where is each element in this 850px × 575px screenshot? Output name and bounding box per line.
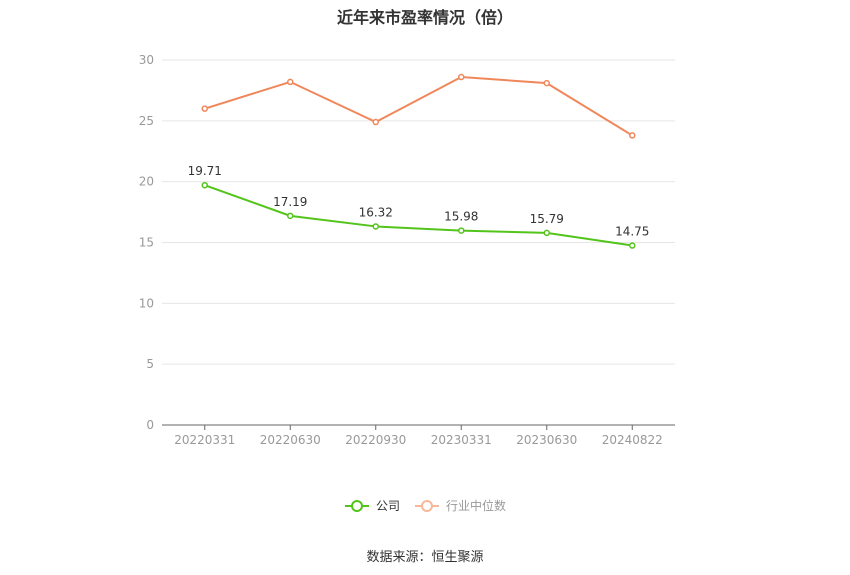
legend-item-industry[interactable]: 行业中位数	[414, 497, 506, 514]
y-tick-label: 25	[139, 114, 154, 128]
axes: 0 5 10 15 20 25 30 20220331 20220630 20220930 2023…	[139, 53, 675, 447]
source-note: 数据来源：恒生聚源	[366, 550, 484, 565]
data-label-company: 17.19	[273, 195, 307, 209]
data-point-company[interactable]	[543, 229, 550, 237]
data-point-industry[interactable]	[543, 79, 550, 87]
grid-lines	[162, 59, 675, 365]
x-tick-label: 20220331	[174, 433, 235, 447]
chart-title: 近年来市盈率情况（倍）	[336, 8, 513, 27]
data-point-company[interactable]	[372, 223, 379, 230]
data-label-company: 15.79	[530, 212, 564, 226]
data-point-company[interactable]	[287, 212, 294, 220]
series-lines	[201, 73, 636, 249]
series-line-industry	[204, 76, 633, 137]
x-tick-label: 20230630	[516, 433, 577, 447]
data-label-company: 15.98	[444, 210, 478, 224]
x-tick-label: 20220930	[345, 433, 406, 447]
data-point-industry[interactable]	[458, 73, 465, 81]
data-point-company[interactable]	[458, 227, 465, 234]
legend-industry-marker-icon	[415, 499, 439, 512]
data-point-company[interactable]	[629, 242, 636, 249]
legend-company-marker-icon	[344, 499, 369, 512]
y-tick-label: 30	[139, 53, 154, 67]
y-tick-label: 20	[139, 175, 154, 189]
data-label-company: 14.75	[615, 225, 649, 239]
data-point-industry[interactable]	[201, 105, 208, 112]
y-tick-label: 10	[139, 296, 154, 310]
y-tick-label: 5	[146, 357, 154, 371]
legend-company-label: 公司	[375, 499, 400, 513]
legend-item-company[interactable]: 公司	[344, 497, 400, 514]
legend-industry-label: 行业中位数	[446, 499, 507, 513]
data-labels: 19.71 17.19 16.32 15.98 15.79 14.75	[188, 164, 650, 238]
series-line-company	[204, 184, 633, 247]
data-point-industry[interactable]	[372, 118, 379, 126]
data-label-company: 16.32	[359, 205, 393, 219]
data-label-company: 19.71	[188, 164, 222, 178]
x-tick-label: 20240822	[602, 433, 663, 447]
data-point-company[interactable]	[201, 181, 208, 189]
x-tick-label: 20230331	[431, 433, 492, 447]
legend: 公司 行业中位数	[0, 497, 850, 514]
data-point-industry[interactable]	[287, 78, 294, 86]
y-tick-label: 0	[146, 418, 154, 432]
x-tick-label: 20220630	[260, 433, 321, 447]
y-tick-label: 15	[139, 236, 154, 250]
data-point-industry[interactable]	[629, 132, 636, 139]
